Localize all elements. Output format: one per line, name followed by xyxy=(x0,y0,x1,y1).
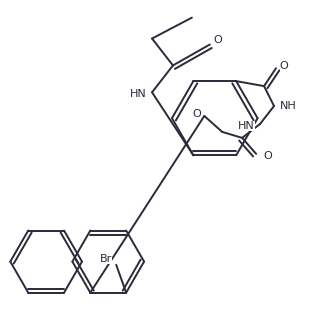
Text: HN: HN xyxy=(238,121,255,131)
Text: O: O xyxy=(192,109,201,119)
Text: NH: NH xyxy=(280,101,296,111)
Text: O: O xyxy=(280,61,288,71)
Text: O: O xyxy=(264,151,272,161)
Text: Br: Br xyxy=(100,254,112,264)
Text: HN: HN xyxy=(130,89,146,99)
Text: O: O xyxy=(214,34,222,45)
